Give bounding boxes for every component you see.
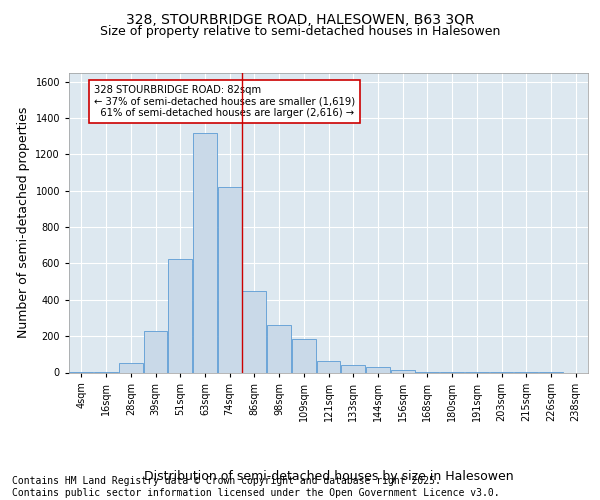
Bar [341,365,365,372]
Bar [366,367,390,372]
Text: 328 STOURBRIDGE ROAD: 82sqm
← 37% of semi-detached houses are smaller (1,619)
  : 328 STOURBRIDGE ROAD: 82sqm ← 37% of sem… [94,85,355,118]
Bar [143,330,167,372]
Bar [218,187,242,372]
Text: Contains HM Land Registry data © Crown copyright and database right 2025.
Contai: Contains HM Land Registry data © Crown c… [12,476,500,498]
Text: 328, STOURBRIDGE ROAD, HALESOWEN, B63 3QR: 328, STOURBRIDGE ROAD, HALESOWEN, B63 3Q… [125,12,475,26]
Bar [267,325,291,372]
Bar [292,339,316,372]
Bar [193,132,217,372]
Bar [119,364,143,372]
Text: Size of property relative to semi-detached houses in Halesowen: Size of property relative to semi-detach… [100,25,500,38]
Bar [391,370,415,372]
X-axis label: Distribution of semi-detached houses by size in Halesowen: Distribution of semi-detached houses by … [143,470,514,482]
Y-axis label: Number of semi-detached properties: Number of semi-detached properties [17,107,30,338]
Bar [168,259,192,372]
Bar [317,360,340,372]
Bar [242,290,266,372]
